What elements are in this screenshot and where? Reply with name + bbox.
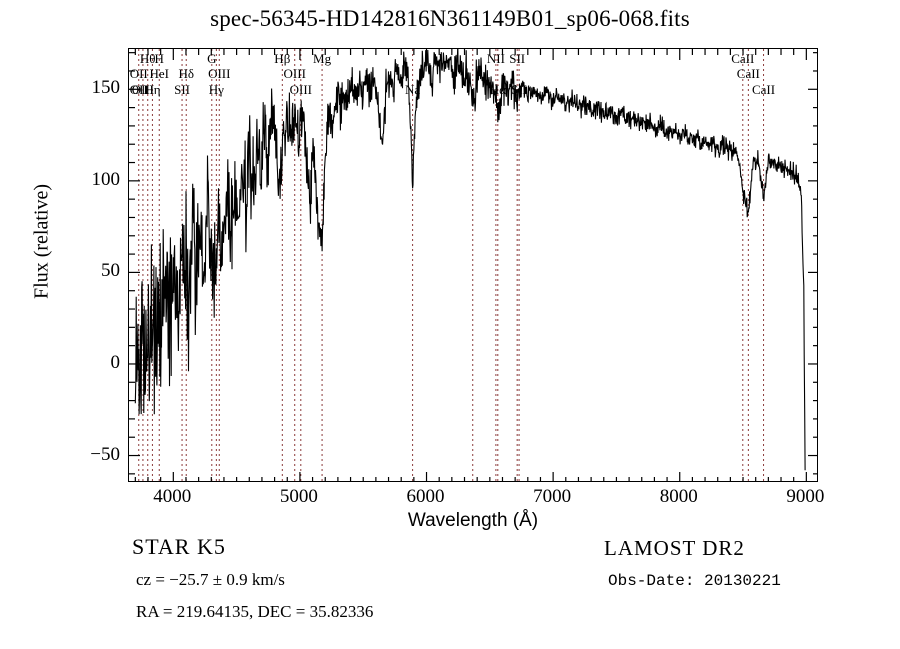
spectral-line-label: NII xyxy=(486,51,505,66)
survey-name-text: LAMOST DR2 xyxy=(604,536,745,560)
x-tick-label: 4000 xyxy=(153,486,192,507)
redshift-velocity-text: cz = −25.7 ± 0.9 km/s xyxy=(136,570,285,589)
x-tick-label: 7000 xyxy=(533,486,572,507)
spectral-line-label: OIII xyxy=(289,82,312,97)
spectral-line-label: OII xyxy=(129,82,148,97)
spectral-line-label: OIII xyxy=(131,82,155,97)
y-axis-tick-labels: −50 0 50 100 150 xyxy=(52,0,120,649)
spectral-line-label: Hη xyxy=(144,82,161,97)
x-axis-title: Wavelength (Å) xyxy=(407,510,539,531)
spectral-line-label: CaII xyxy=(731,51,755,66)
spectral-line-label: OIII xyxy=(283,66,306,81)
object-class-text: STAR K5 xyxy=(132,534,226,559)
spectral-line-label: OII xyxy=(129,66,148,81)
spectral-line-label: HeI xyxy=(149,66,170,81)
spectral-line-label: OIII xyxy=(208,66,231,81)
spectral-line-label: SII xyxy=(174,82,190,97)
spectral-line-label: Hα xyxy=(489,82,506,97)
y-tick-label: 100 xyxy=(91,168,121,190)
plot-area[interactable]: OII OIII Hη OII HeI Hθ H SII Hδ Hγ OIII G Hβ OIII OIII… xyxy=(128,48,818,482)
y-tick-label: −50 xyxy=(90,443,120,465)
spectral-line-label: SII xyxy=(509,51,526,66)
spectral-line-label: CaII xyxy=(751,82,776,97)
y-tick-label: 0 xyxy=(110,351,121,373)
x-tick-label: 9000 xyxy=(786,486,825,507)
spectral-line-label: G xyxy=(207,51,217,66)
spectral-line-label: Hθ xyxy=(139,51,156,66)
spectral-line-label: H xyxy=(154,51,164,66)
coordinates-text: RA = 219.64135, DEC = 35.82336 xyxy=(136,602,374,621)
spectral-line-label: Mg xyxy=(313,51,332,66)
spectral-line-label: Hδ xyxy=(178,66,194,81)
spectral-line-label: Na xyxy=(405,82,421,97)
spectrum-trace xyxy=(134,49,806,471)
spectral-line-label: SII xyxy=(511,82,528,97)
axis-ticks xyxy=(129,49,817,481)
spectral-line-label: CaII xyxy=(736,66,760,81)
y-tick-label: 50 xyxy=(101,260,120,282)
y-tick-label: 150 xyxy=(91,77,121,99)
y-axis-title: Flux (relative) xyxy=(30,184,53,299)
spectral-line-label: Hβ xyxy=(274,51,291,66)
spectral-line-label: Hγ xyxy=(208,82,224,97)
obs-date-text: Obs-Date: 20130221 xyxy=(608,572,781,590)
page-title: spec-56345-HD142816N361149B01_sp06-068.f… xyxy=(210,6,690,31)
x-tick-label: 6000 xyxy=(406,486,445,507)
x-tick-label: 8000 xyxy=(659,486,698,507)
x-tick-label: 5000 xyxy=(279,486,318,507)
spectrum-plot xyxy=(129,49,817,481)
